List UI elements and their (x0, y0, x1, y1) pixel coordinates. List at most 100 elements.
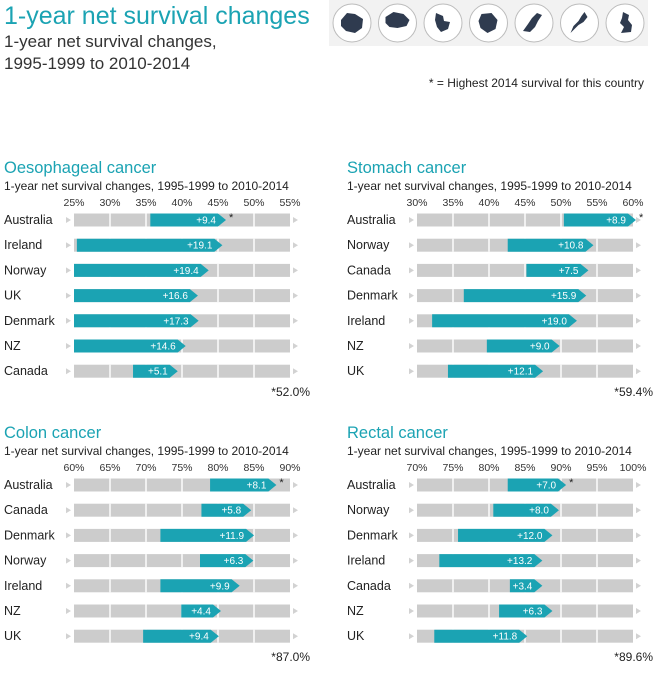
change-bar (509, 579, 543, 593)
left-arrow-icon (409, 608, 414, 614)
left-arrow-icon (66, 368, 71, 375)
change-bar (486, 339, 560, 353)
left-arrow-icon (66, 507, 71, 514)
left-arrow-icon (409, 582, 414, 589)
right-arrow-icon (636, 317, 641, 324)
change-value-label: +6.3 (224, 556, 244, 567)
right-arrow-icon (636, 482, 641, 488)
canada-map-icon (378, 3, 417, 43)
change-value-label: +19.0 (542, 316, 568, 327)
left-arrow-icon (409, 343, 414, 349)
main-title: 1-year net survival changes (4, 2, 310, 30)
country-label: Australia (347, 478, 396, 492)
rectal-panel: Rectal cancer 1-year net survival change… (347, 424, 653, 674)
country-label: UK (4, 629, 22, 643)
change-value-label: +8.9 (606, 216, 626, 227)
left-arrow-icon (66, 317, 71, 324)
bar-row: Australia +8.1 * (4, 477, 298, 492)
country-label: NZ (4, 604, 21, 618)
change-bar (74, 339, 186, 353)
ireland-map-icon (469, 3, 508, 43)
left-arrow-icon (66, 532, 71, 539)
change-value-label: +9.4 (196, 216, 216, 227)
x-tick-label: 75% (442, 462, 463, 474)
change-bar (74, 289, 198, 303)
change-value-label: +9.4 (189, 632, 209, 643)
x-tick-label: 100% (620, 462, 647, 474)
x-tick-label: 40% (171, 197, 192, 209)
change-value-label: +11.8 (493, 632, 518, 643)
bar-row: Australia +9.4 * (4, 212, 298, 227)
left-arrow-icon (66, 217, 71, 223)
left-arrow-icon (409, 557, 414, 564)
left-arrow-icon (66, 582, 71, 589)
right-arrow-icon (636, 532, 641, 539)
country-label: Ireland (347, 554, 385, 568)
right-arrow-icon (293, 482, 298, 488)
highest-survival-label: *59.4% (614, 385, 653, 399)
right-arrow-icon (636, 217, 641, 223)
x-axis-ticks: 70% 75% 80% 85% 90% 95% 100% (406, 462, 646, 474)
bar-row: Canada +5.8 (4, 503, 298, 517)
country-label: Ireland (4, 238, 42, 252)
bar-row: UK +11.8 (347, 629, 641, 643)
x-tick-label: 60% (622, 197, 643, 209)
x-axis-ticks: 60% 65% 70% 75% 80% 85% 90% (63, 462, 300, 474)
right-arrow-icon (293, 608, 298, 614)
right-arrow-icon (293, 368, 298, 375)
change-value-label: +9.0 (530, 342, 550, 353)
change-bar (432, 314, 577, 328)
right-arrow-icon (636, 608, 641, 614)
country-label: Canada (4, 503, 48, 517)
left-arrow-icon (409, 267, 414, 274)
bar-row: Ireland +13.2 (347, 554, 641, 568)
oesophageal-chart: 25% 30% 35% 40% 45% 50% 55% Australia +9.4 * Irela… (4, 197, 301, 378)
panel-title: Stomach cancer (347, 159, 467, 177)
bar-row: Norway +10.8 (347, 238, 641, 252)
x-tick-label: 55% (279, 197, 300, 209)
panel-title: Oesophageal cancer (4, 159, 157, 177)
denmark-map-icon (423, 3, 463, 43)
highest-survival-label: *52.0% (271, 385, 310, 399)
change-value-label: +16.6 (163, 291, 189, 302)
x-tick-label: 50% (550, 197, 571, 209)
panel-subtitle: 1-year net survival changes, 1995-1999 t… (4, 179, 289, 193)
change-value-label: +6.3 (523, 607, 543, 618)
change-bar (200, 554, 254, 568)
right-arrow-icon (636, 368, 641, 375)
country-label: Australia (347, 213, 396, 227)
highest-marker: * (639, 212, 644, 224)
country-label: Denmark (4, 314, 55, 328)
change-value-label: +4.4 (191, 607, 211, 618)
left-arrow-icon (66, 242, 71, 249)
colon-panel: Colon cancer 1-year net survival changes… (4, 424, 310, 674)
x-tick-label: 85% (514, 462, 535, 474)
country-label: Canada (347, 579, 391, 593)
left-arrow-icon (409, 507, 414, 514)
change-bar (74, 314, 199, 328)
right-arrow-icon (293, 292, 298, 299)
panel-subtitle: 1-year net survival changes, 1995-1999 t… (4, 444, 289, 458)
country-label: Australia (4, 213, 53, 227)
country-label: Norway (4, 263, 47, 277)
change-bar (447, 364, 544, 378)
bar-row: UK +16.6 (4, 289, 298, 303)
bar-row: Australia +8.9 * (347, 212, 644, 227)
change-value-label: +8.1 (247, 481, 267, 492)
x-tick-label: 85% (243, 462, 264, 474)
right-arrow-icon (293, 217, 298, 223)
country-label: Denmark (347, 289, 398, 303)
right-arrow-icon (293, 343, 298, 349)
footnote: * = Highest 2014 survival for this count… (428, 76, 644, 90)
country-label: NZ (4, 339, 21, 353)
country-label: UK (4, 289, 22, 303)
bar-row: Ireland +9.9 (4, 579, 298, 593)
change-value-label: +3.4 (513, 581, 533, 592)
change-bar (210, 478, 277, 492)
x-tick-label: 50% (243, 197, 264, 209)
right-arrow-icon (293, 267, 298, 274)
left-arrow-icon (66, 557, 71, 564)
change-bar (150, 213, 226, 227)
right-arrow-icon (636, 267, 641, 274)
change-bar (563, 213, 636, 227)
